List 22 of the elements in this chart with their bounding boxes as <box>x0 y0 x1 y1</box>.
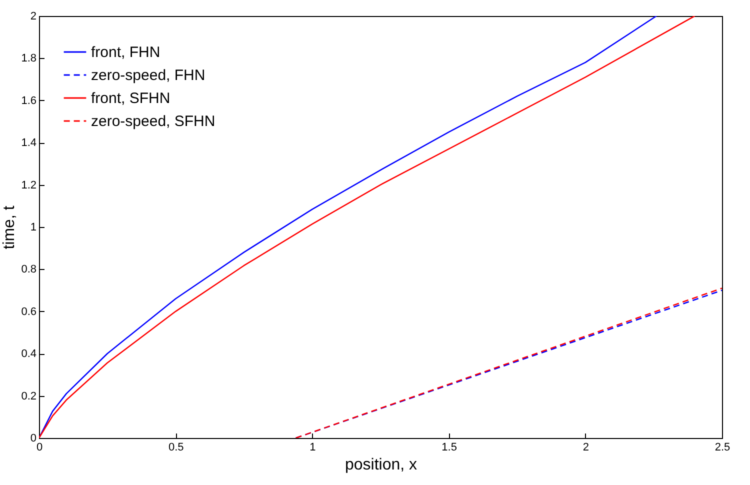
y-tick-label: 2 <box>30 10 36 22</box>
legend-label: zero-speed, SFHN <box>91 113 216 130</box>
x-tick-label: 1 <box>310 442 316 454</box>
y-tick-label: 0 <box>30 432 36 444</box>
y-tick-label: 1.6 <box>21 94 36 107</box>
legend-label: front, FHN <box>91 44 160 61</box>
x-tick-label: 2 <box>582 442 589 454</box>
legend-label: front, SFHN <box>91 90 170 107</box>
y-tick-label: 0.6 <box>21 306 36 318</box>
y-tick-label: 1.8 <box>21 52 36 65</box>
x-tick-label: 0.5 <box>168 442 184 454</box>
y-tick-label: 1.2 <box>21 179 36 192</box>
y-tick-label: 0.4 <box>21 348 36 360</box>
legend-label: zero-speed, FHN <box>91 67 206 84</box>
y-tick-label: 1 <box>30 222 36 234</box>
x-tick-label: 2.5 <box>714 442 730 454</box>
x-axis-title: position, x <box>344 456 418 474</box>
y-axis-title: time, t <box>1 205 18 250</box>
y-tick-label: 0.8 <box>21 264 36 276</box>
y-tick-label: 0.2 <box>21 390 36 402</box>
x-tick-label: 1.5 <box>442 442 457 454</box>
y-tick-label: 1.4 <box>21 137 36 150</box>
